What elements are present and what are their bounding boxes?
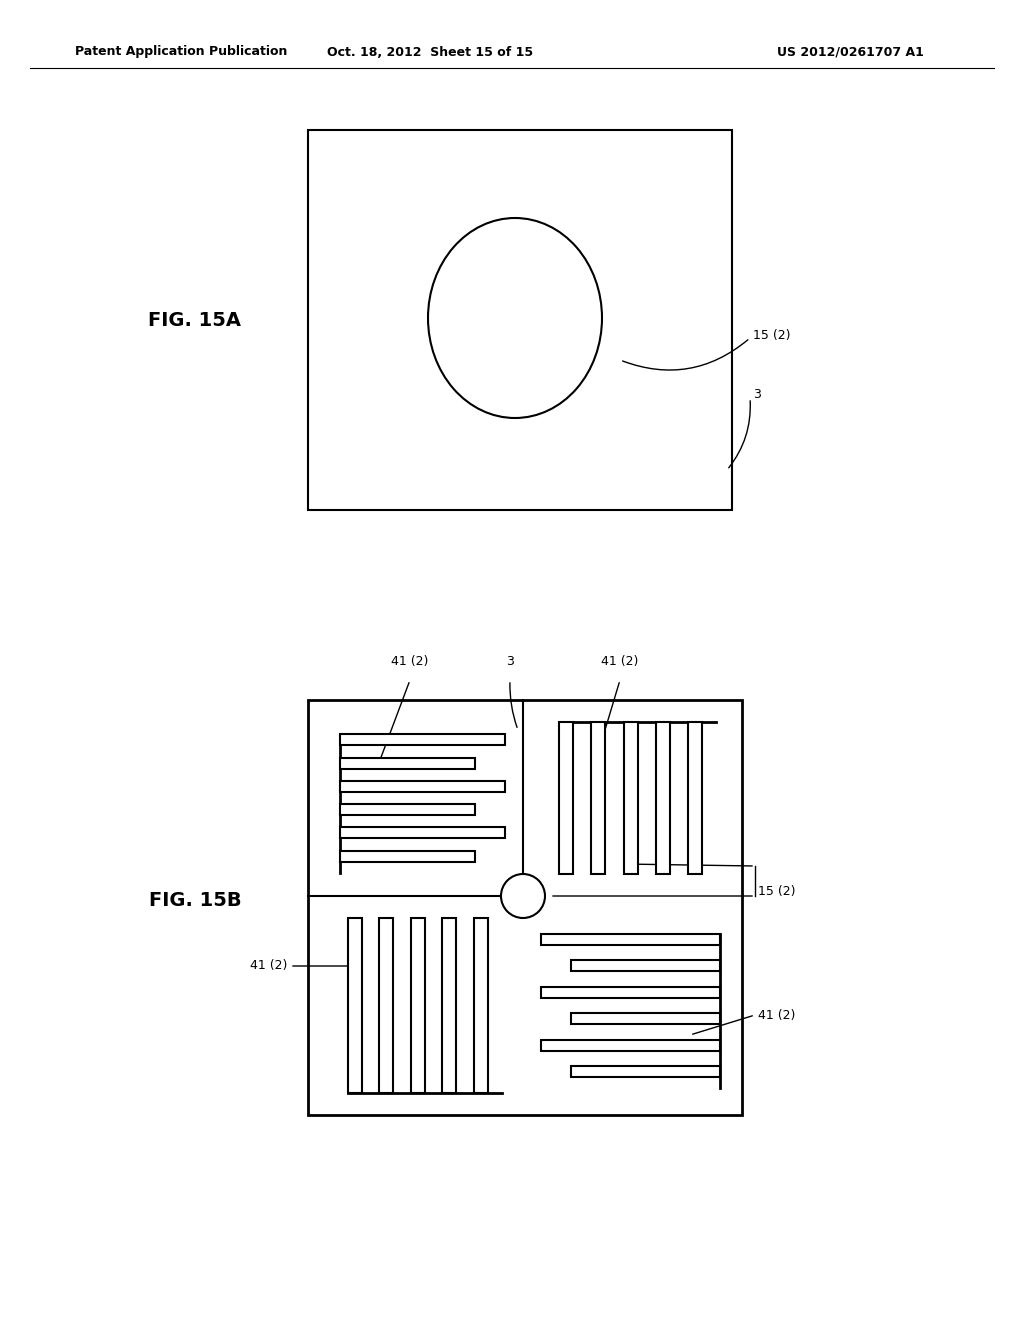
Text: Patent Application Publication: Patent Application Publication	[75, 45, 288, 58]
Bar	[340, 734, 505, 746]
Bar	[308, 129, 732, 510]
Bar	[571, 1014, 720, 1024]
Bar	[591, 722, 605, 874]
Text: 41 (2): 41 (2)	[758, 1008, 796, 1022]
Bar	[340, 828, 505, 838]
Bar	[541, 1040, 720, 1051]
Text: FIG. 15A: FIG. 15A	[148, 310, 242, 330]
Text: 3: 3	[753, 388, 761, 400]
Text: 41 (2): 41 (2)	[250, 960, 287, 973]
Bar	[571, 1067, 720, 1077]
Text: 15 (2): 15 (2)	[758, 884, 796, 898]
Text: US 2012/0261707 A1: US 2012/0261707 A1	[776, 45, 924, 58]
Bar	[624, 722, 638, 874]
Bar	[379, 917, 393, 1093]
Bar	[473, 917, 487, 1093]
Bar	[442, 917, 456, 1093]
Bar	[340, 850, 475, 862]
Bar	[411, 917, 425, 1093]
Circle shape	[501, 874, 545, 917]
Bar	[688, 722, 701, 874]
Bar	[347, 917, 361, 1093]
Bar	[308, 700, 742, 1115]
Ellipse shape	[428, 218, 602, 418]
Text: 41 (2): 41 (2)	[391, 655, 429, 668]
Text: FIG. 15B: FIG. 15B	[148, 891, 242, 909]
Bar	[655, 722, 670, 874]
Bar	[541, 987, 720, 998]
Bar	[340, 758, 475, 768]
Bar	[340, 781, 505, 792]
Text: 41 (2): 41 (2)	[601, 655, 639, 668]
Text: Oct. 18, 2012  Sheet 15 of 15: Oct. 18, 2012 Sheet 15 of 15	[327, 45, 534, 58]
Bar	[340, 804, 475, 816]
Bar	[559, 722, 573, 874]
Bar	[571, 960, 720, 972]
Text: 3: 3	[506, 655, 514, 668]
Text: 15 (2): 15 (2)	[753, 330, 791, 342]
Bar	[541, 933, 720, 945]
